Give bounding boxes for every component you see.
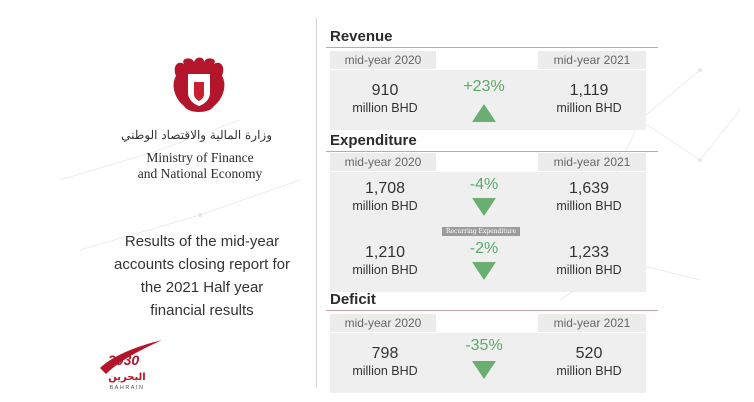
vision-logo-english: BAHRAIN (109, 385, 145, 391)
deficit-left-label: mid-year 2020 (330, 314, 436, 332)
deficit-right-value: 520 million BHD (556, 345, 622, 378)
deficit-change: -35% (465, 337, 503, 354)
revenue-left-label: mid-year 2020 (330, 51, 436, 69)
recurring-expenditure-label: Recurring Expenditure (442, 227, 520, 236)
ministry-name-line2: and National Economy (137, 166, 263, 181)
expenditure-right-label: mid-year 2021 (538, 153, 646, 171)
deficit-card: 798 million BHD -35% 520 million BHD (330, 333, 646, 393)
recurring-change: -2% (469, 240, 499, 257)
headline-line3: the 2021 Half year (140, 279, 264, 296)
revenue-right-label: mid-year 2021 (538, 51, 646, 69)
deficit-right-label: mid-year 2021 (538, 314, 646, 332)
bahrain-emblem-icon (173, 57, 225, 112)
vision-2030-logo: 2030 (108, 352, 140, 368)
vision-swoosh-icon (100, 340, 162, 374)
revenue-title: Revenue (330, 28, 393, 45)
headline-text: Results of the mid-year accounts closing… (96, 230, 308, 322)
expenditure-title: Expenditure (330, 132, 417, 149)
column-divider (316, 18, 317, 388)
ministry-name-line1: Ministry of Finance (146, 150, 254, 165)
arrow-down-icon (472, 361, 496, 379)
headline-line4: financial results (150, 302, 254, 319)
vision-logo-arabic: البحرين (108, 372, 146, 383)
arrow-down-icon (472, 262, 496, 280)
expenditure-card: 1,708 million BHD -4% 1,639 million BHD … (330, 172, 646, 292)
expenditure-rule (326, 151, 658, 152)
headline-line2: accounts closing report for (114, 256, 290, 273)
revenue-change: +23% (463, 78, 505, 95)
expenditure-change: -4% (469, 176, 499, 193)
deficit-left-value: 798 million BHD (352, 345, 418, 378)
ministry-name-english: Ministry of Finance and National Economy (118, 150, 282, 182)
headline-line1: Results of the mid-year (124, 233, 280, 250)
arrow-down-icon (472, 198, 496, 216)
arrow-up-icon (472, 104, 496, 122)
revenue-rule (326, 47, 658, 48)
recurring-left-value: 1,210 million BHD (352, 244, 418, 277)
expenditure-left-value: 1,708 million BHD (352, 180, 418, 213)
expenditure-right-value: 1,639 million BHD (556, 180, 622, 213)
revenue-left-value: 910 million BHD (352, 82, 418, 115)
revenue-right-value: 1,119 million BHD (556, 82, 622, 115)
ministry-name-arabic: وزارة المالية والاقتصاد الوطني (121, 128, 272, 142)
expenditure-left-label: mid-year 2020 (330, 153, 436, 171)
revenue-card: 910 million BHD +23% 1,119 million BHD (330, 70, 646, 130)
deficit-rule (326, 310, 658, 311)
deficit-title: Deficit (330, 291, 376, 308)
recurring-right-value: 1,233 million BHD (556, 244, 622, 277)
